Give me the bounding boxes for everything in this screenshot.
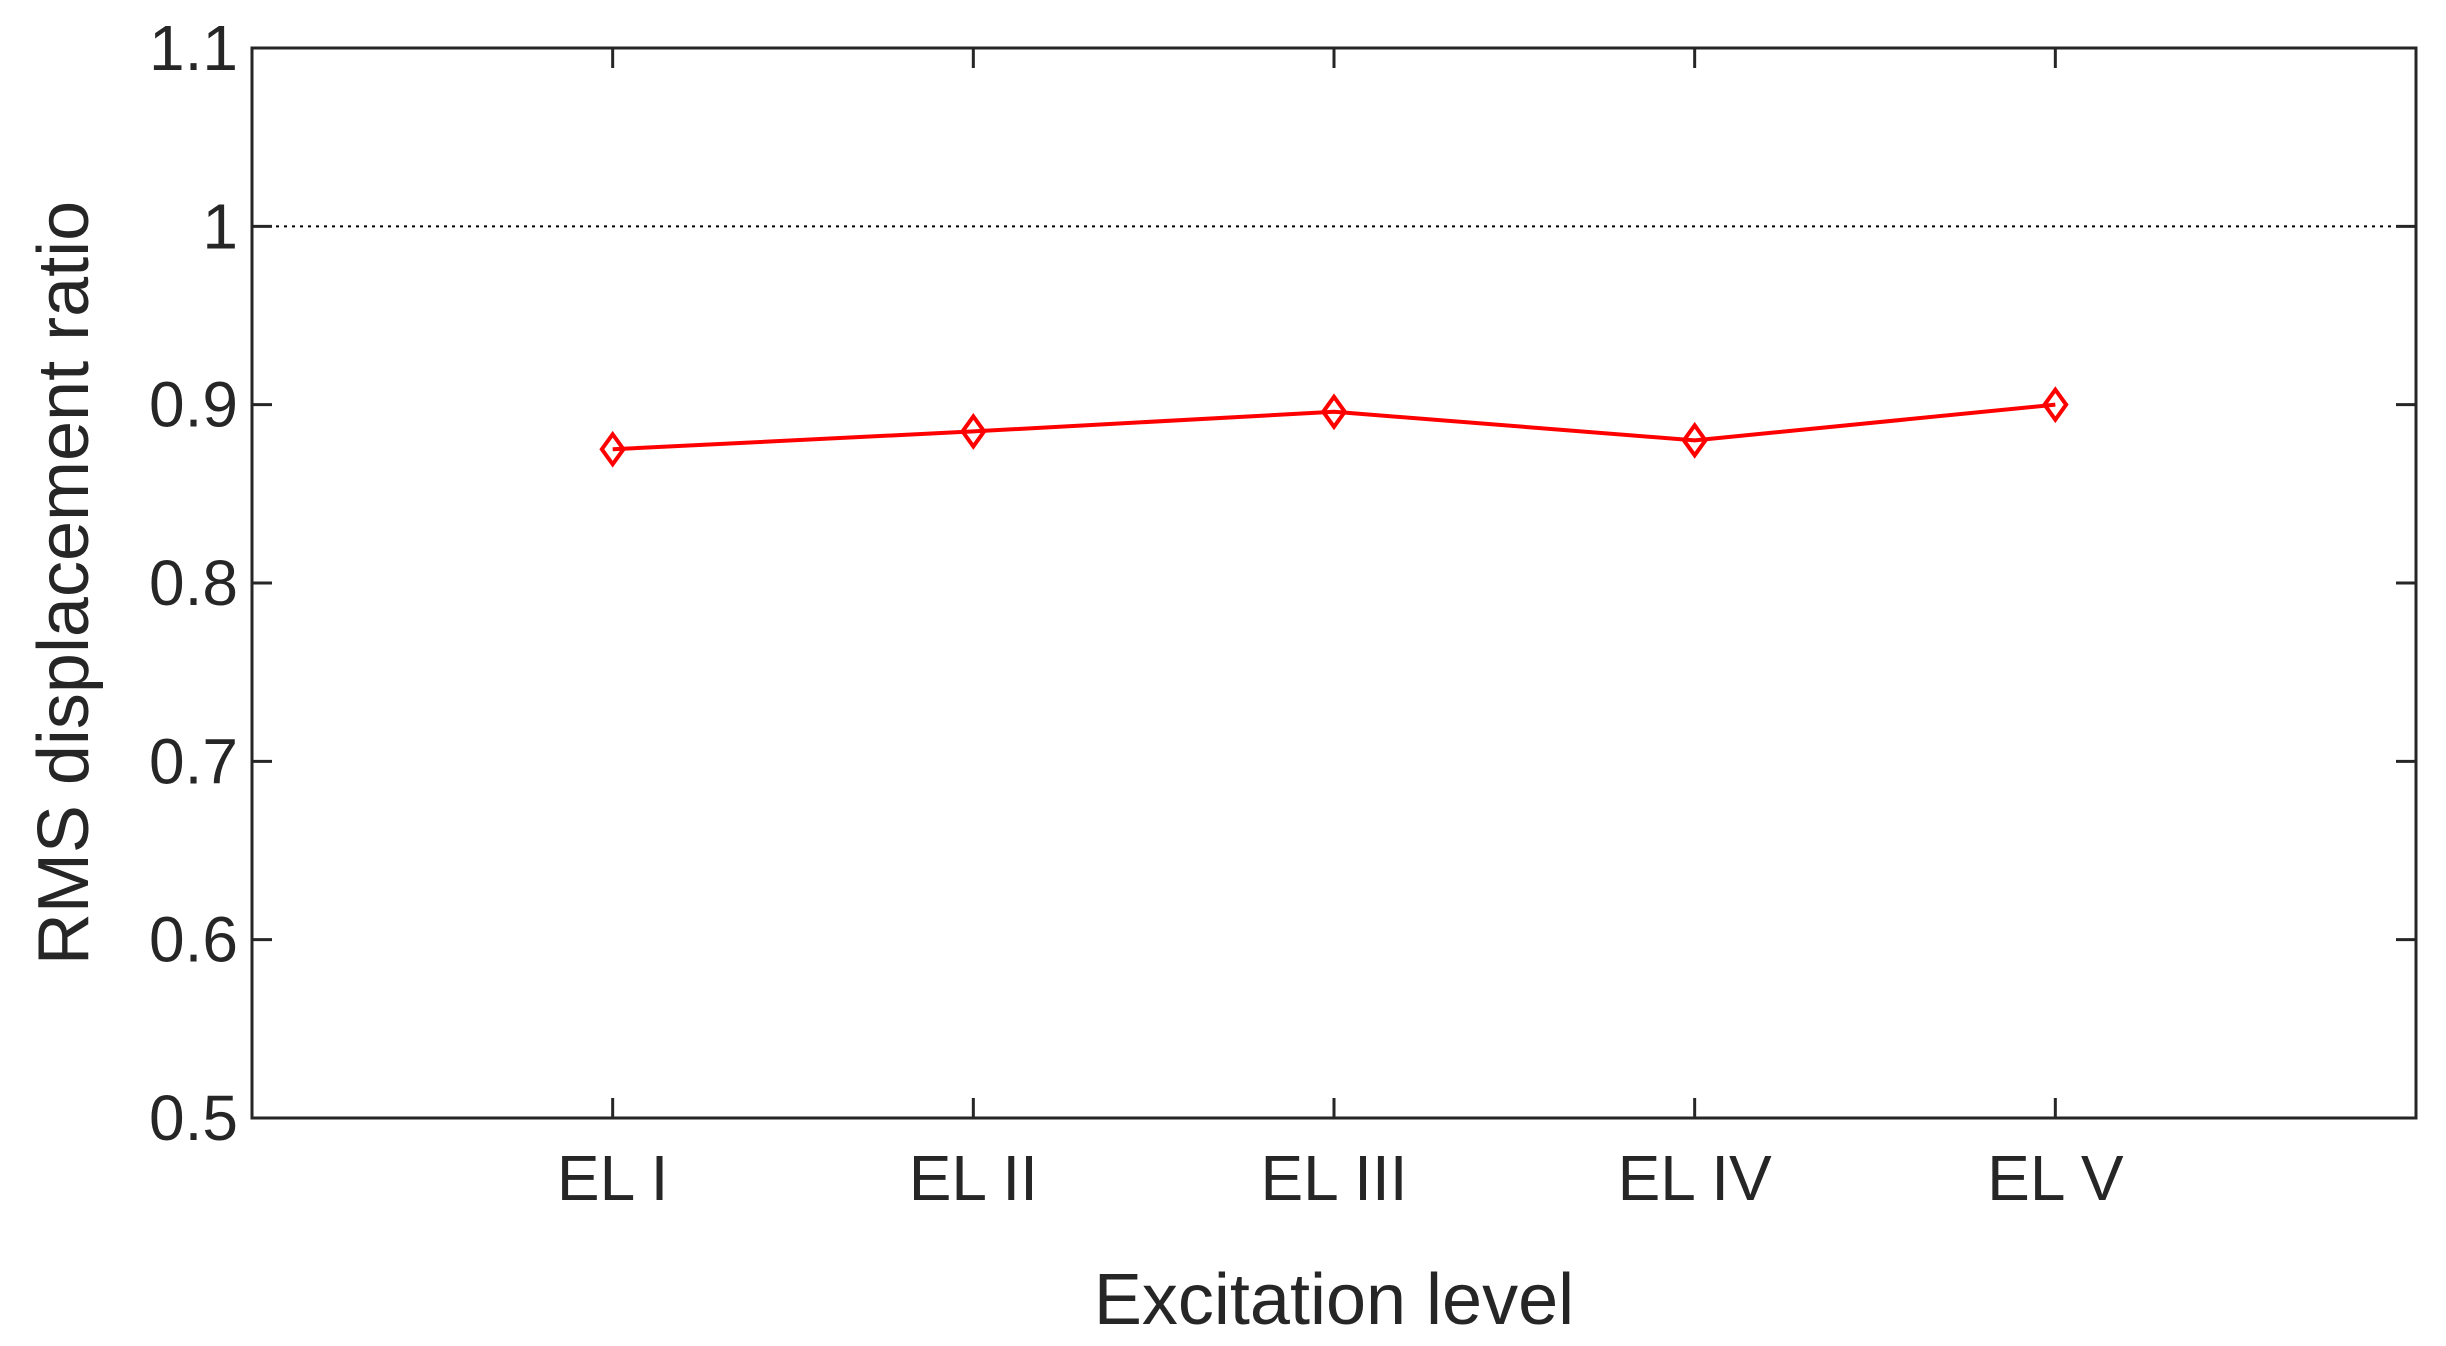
y-tick-label: 0.8 (149, 547, 238, 619)
data-point-marker (599, 430, 626, 468)
data-point-marker (1320, 393, 1348, 431)
y-tick-label: 0.5 (149, 1082, 238, 1154)
x-axis-label: Excitation level (1094, 1260, 1574, 1340)
x-tick-label: EL III (1260, 1142, 1407, 1214)
series-line (612, 402, 2056, 452)
y-axis-label: RMS displacement ratio (24, 201, 104, 965)
y-tick-label: 1 (202, 190, 238, 262)
y-tick-label: 0.9 (149, 369, 238, 441)
series-layer (599, 386, 2069, 468)
tick-layer (252, 46, 2416, 1120)
y-tick-label: 0.7 (149, 725, 238, 797)
x-tick-label: EL V (1987, 1142, 2124, 1214)
x-tick-label: EL IV (1618, 1142, 1772, 1214)
data-point-marker (960, 412, 987, 450)
y-tick-label: 0.6 (149, 904, 238, 976)
x-tick-label: EL II (909, 1142, 1038, 1214)
y-tick-label: 1.1 (149, 12, 238, 84)
data-point-marker (2042, 386, 2069, 424)
x-tick-label: EL I (557, 1142, 668, 1214)
y-tick-labels: 0.5 0.6 0.7 0.8 0.9 1 1.1 (149, 12, 238, 1154)
data-point-marker (1681, 421, 1708, 459)
x-tick-labels: EL I EL II EL III EL IV EL V (557, 1142, 2124, 1214)
plot-area (252, 48, 2416, 1118)
